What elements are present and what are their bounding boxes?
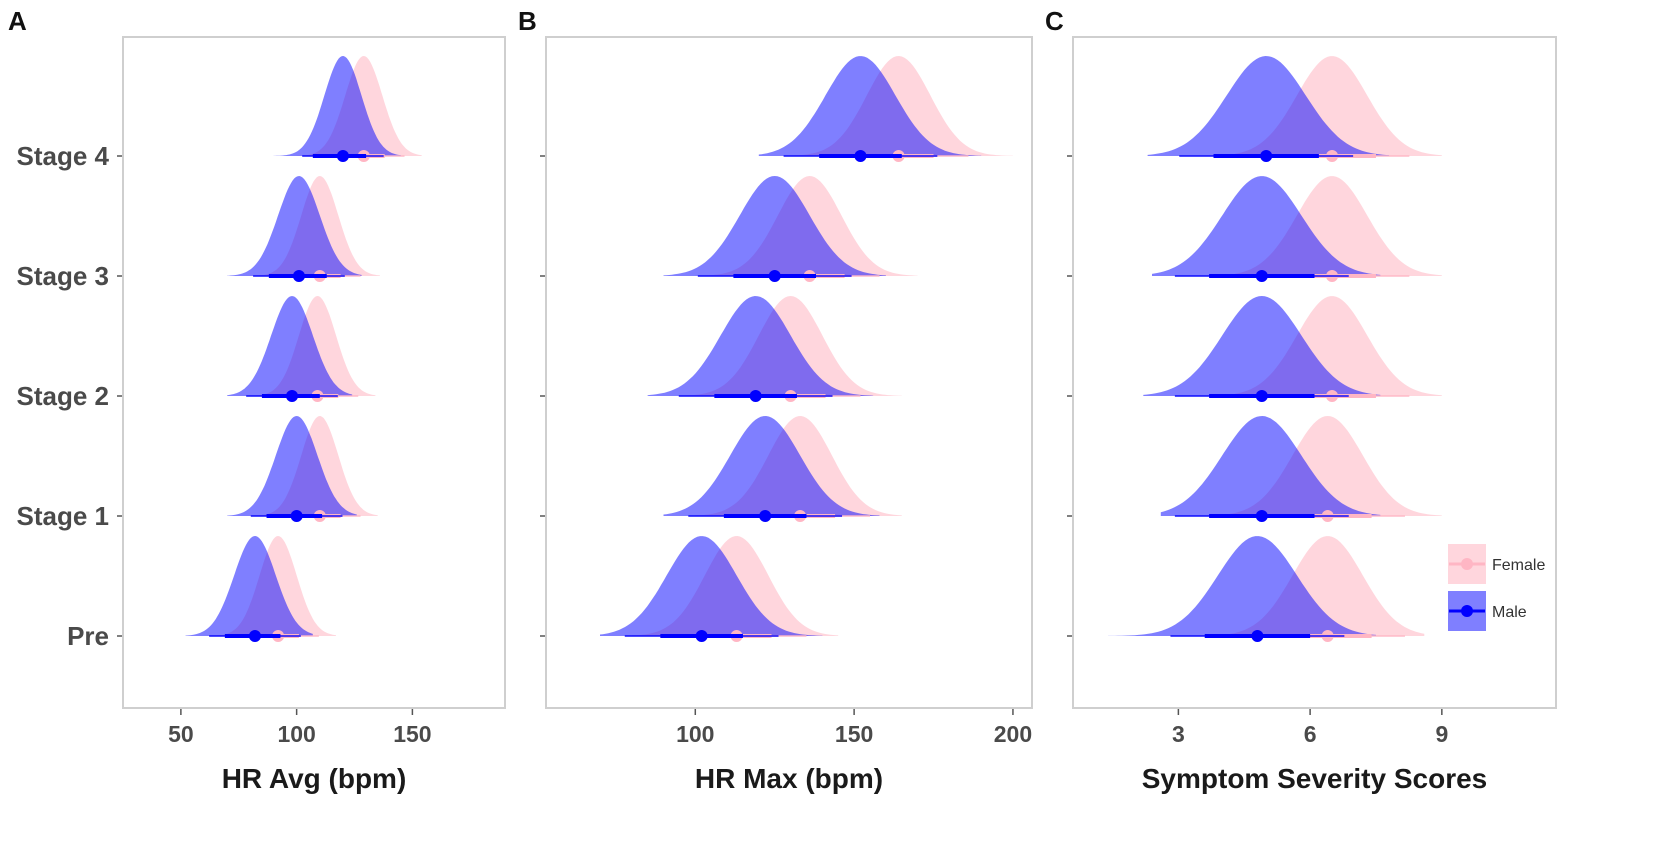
panel-label-c: C xyxy=(1045,6,1064,36)
density-male-stage-2 xyxy=(1143,296,1381,396)
point-male-stage-4 xyxy=(336,150,349,162)
point-male-pre xyxy=(1251,630,1264,642)
x-axis-title: HR Max (bpm) xyxy=(695,763,883,794)
density-male-pre xyxy=(600,536,823,636)
density-male-stage-1 xyxy=(227,416,357,516)
density-male-pre xyxy=(185,536,313,636)
y-tick-label-pre: Pre xyxy=(67,621,109,651)
plot-frame xyxy=(122,36,506,709)
plot-frame xyxy=(545,36,1033,709)
point-male-stage-3 xyxy=(1255,270,1268,282)
legend-dot-male xyxy=(1461,605,1473,617)
density-female-stage-2 xyxy=(1213,296,1442,396)
point-male-stage-2 xyxy=(749,390,762,402)
x-tick-label: 150 xyxy=(835,721,873,747)
density-female-pre xyxy=(1200,536,1425,636)
density-male-stage-4 xyxy=(758,56,982,156)
point-male-pre xyxy=(695,630,708,642)
x-tick-label: 50 xyxy=(168,721,194,747)
point-male-stage-2 xyxy=(1255,390,1268,402)
density-male-stage-1 xyxy=(663,416,880,516)
density-female-stage-4 xyxy=(1213,56,1442,156)
panel-hr-max: 100 150 200 HR Max (bpm) xyxy=(540,36,1033,794)
x-tick-label: 3 xyxy=(1172,721,1185,747)
point-male-stage-1 xyxy=(1255,510,1268,522)
plot-frame xyxy=(1072,36,1557,709)
panel-label-b: B xyxy=(518,6,537,36)
density-female-stage-3 xyxy=(1213,176,1442,276)
point-male-stage-2 xyxy=(286,390,299,402)
density-male-stage-3 xyxy=(663,176,886,276)
legend-label-female: Female xyxy=(1492,557,1545,574)
panel-label-a: A xyxy=(8,6,27,36)
density-male-stage-4 xyxy=(273,56,401,156)
density-male-stage-3 xyxy=(227,176,362,276)
y-tick-label-stage-1: Stage 1 xyxy=(17,501,110,531)
panel-symptom-severity: 3 6 9 Symptom Severity Scores xyxy=(1067,36,1557,794)
x-tick-label: 100 xyxy=(676,721,714,747)
legend: Female Male xyxy=(1448,544,1545,631)
x-tick-label: 100 xyxy=(277,721,315,747)
x-tick-label: 150 xyxy=(393,721,431,747)
y-tick-label-stage-2: Stage 2 xyxy=(17,381,110,411)
legend-label-male: Male xyxy=(1492,604,1527,621)
point-male-stage-4 xyxy=(854,150,867,162)
density-male-stage-4 xyxy=(1147,56,1390,156)
legend-dot-female xyxy=(1461,558,1473,570)
x-tick-label: 200 xyxy=(994,721,1032,747)
point-male-stage-3 xyxy=(768,270,781,282)
y-tick-label-stage-4: Stage 4 xyxy=(17,141,110,171)
point-male-pre xyxy=(248,630,261,642)
density-male-pre xyxy=(1108,536,1376,636)
density-male-stage-2 xyxy=(227,296,353,396)
y-tick-label-stage-3: Stage 3 xyxy=(17,261,110,291)
x-axis-title: HR Avg (bpm) xyxy=(222,763,407,794)
density-male-stage-3 xyxy=(1152,176,1381,276)
point-male-stage-1 xyxy=(759,510,772,522)
x-tick-label: 6 xyxy=(1304,721,1317,747)
density-male-stage-1 xyxy=(1160,416,1381,516)
x-tick-label: 9 xyxy=(1435,721,1448,747)
panel-hr-avg: Pre Stage 1 Stage 2 Stage 3 Stage 4 50 100 150 H… xyxy=(17,36,506,794)
point-male-stage-4 xyxy=(1260,150,1273,162)
x-axis-title: Symptom Severity Scores xyxy=(1142,763,1488,794)
density-male-stage-2 xyxy=(647,296,874,396)
point-male-stage-1 xyxy=(290,510,303,522)
point-male-stage-3 xyxy=(292,270,305,282)
